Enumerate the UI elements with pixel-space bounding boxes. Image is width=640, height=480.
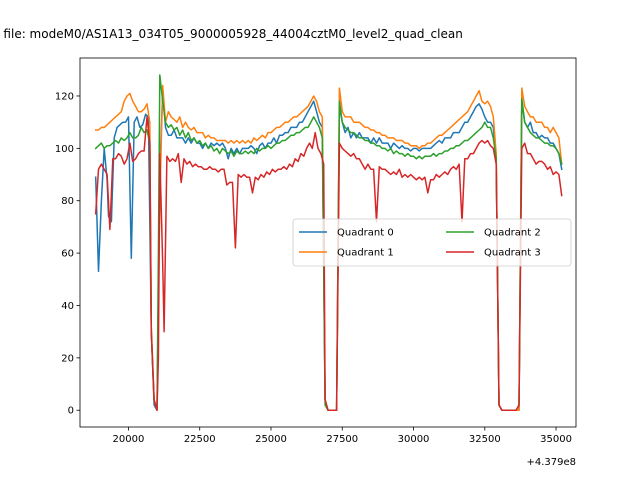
y-tick-label: 60 — [61, 249, 74, 260]
legend-label-quadrant-2: Quadrant 2 — [484, 228, 541, 239]
x-tick-label: 30000 — [398, 434, 430, 445]
legend: Quadrant 0 Quadrant 1 Quadrant 2 Quadrant 3 — [292, 218, 572, 267]
x-tick-label: 35000 — [540, 434, 572, 445]
y-tick-label: 80 — [61, 196, 74, 207]
legend-box — [292, 218, 572, 267]
x-tick-label: 32500 — [469, 434, 501, 445]
y-tick-label: 40 — [61, 301, 74, 312]
legend-label-quadrant-3: Quadrant 3 — [484, 248, 541, 259]
axes: 20000 22500 25000 27500 30000 32500 35000 0 20 40… — [55, 57, 577, 445]
x-tick-label: 20000 — [113, 434, 145, 445]
x-tick-label: 27500 — [326, 434, 358, 445]
plot-area — [94, 74, 563, 411]
series-line-quadrant-3 — [94, 116, 563, 411]
y-tick-label: 20 — [61, 353, 74, 364]
legend-label-quadrant-0: Quadrant 0 — [337, 228, 394, 239]
chart-title: n file: modeM0/AS1A13_034T05_9000005928_… — [0, 27, 463, 41]
x-tick-label: 22500 — [184, 434, 216, 445]
x-tick-label: 25000 — [255, 434, 287, 445]
legend-label-quadrant-1: Quadrant 1 — [337, 248, 394, 259]
y-tick-label: 120 — [55, 91, 74, 102]
x-axis-offset-label: +4.379e8 — [526, 457, 576, 468]
y-tick-label: 0 — [68, 406, 74, 417]
y-tick-label: 100 — [55, 144, 74, 155]
plot-frame — [79, 57, 577, 428]
